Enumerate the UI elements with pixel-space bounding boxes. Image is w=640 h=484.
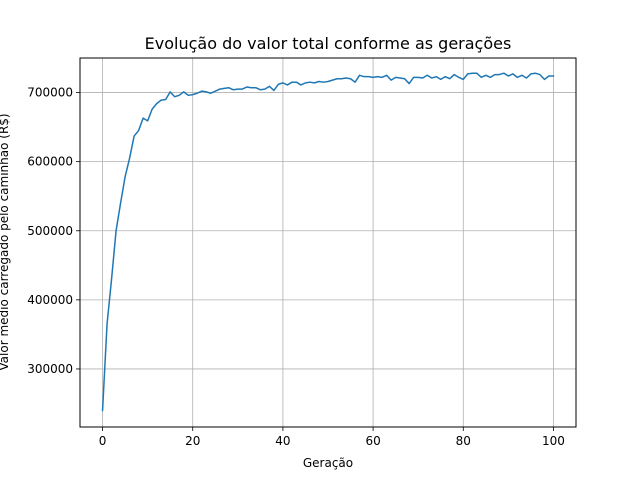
x-tick-label: 100: [542, 434, 565, 448]
x-tick-label: 80: [456, 434, 471, 448]
y-tick-label: 500000: [27, 224, 73, 238]
y-axis-ticks: 300000 400000 500000 600000 700000: [27, 86, 80, 376]
y-tick-label: 300000: [27, 362, 73, 376]
x-axis-label: Geração: [303, 456, 353, 470]
chart-title: Evolução do valor total conforme as gera…: [145, 34, 512, 53]
x-tick-label: 20: [185, 434, 200, 448]
plot-area-frame: [79, 57, 577, 428]
y-tick-label: 700000: [27, 86, 73, 100]
series-line: [101, 72, 555, 412]
x-axis-ticks: 0 20 40 60 80 100: [99, 427, 565, 448]
x-tick-label: 0: [99, 434, 107, 448]
y-axis-label: Valor médio carregado pelo caminhão (R$): [0, 113, 11, 370]
x-tick-label: 60: [365, 434, 380, 448]
plot-lines: [101, 72, 555, 412]
x-tick-label: 40: [275, 434, 290, 448]
grid-lines: [80, 58, 576, 427]
y-tick-label: 400000: [27, 293, 73, 307]
y-tick-label: 600000: [27, 155, 73, 169]
